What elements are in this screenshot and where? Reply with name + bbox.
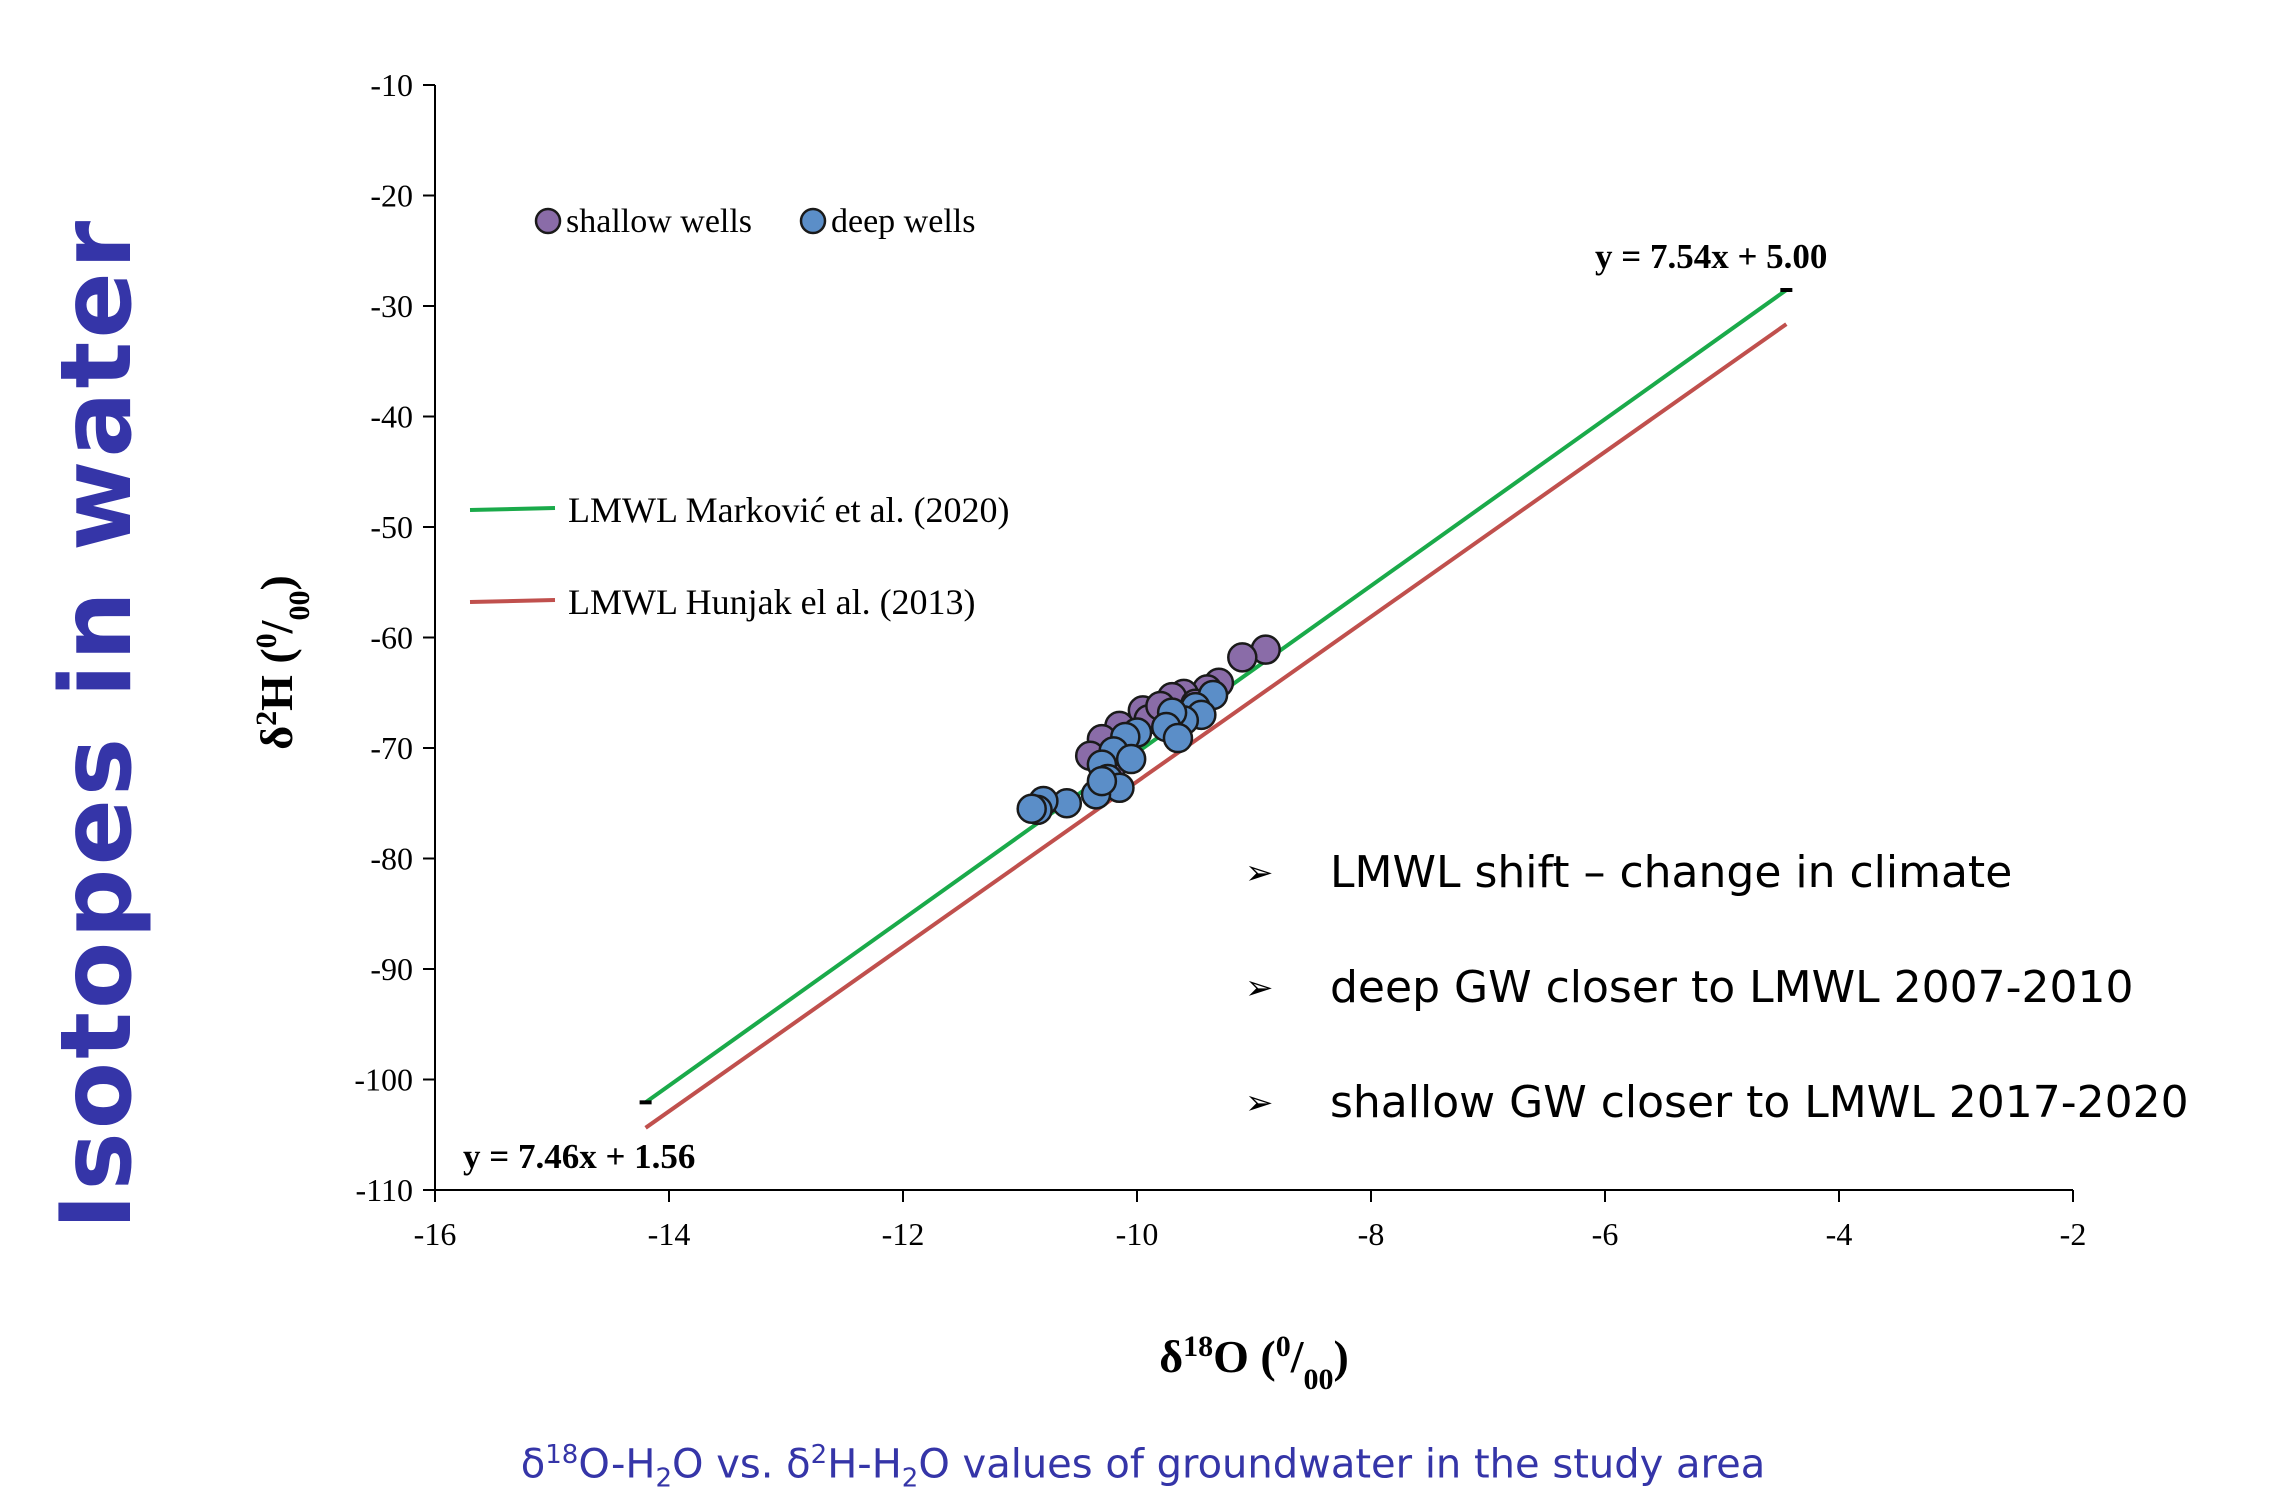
bullet-text: shallow GW closer to LMWL 2017-2020	[1330, 1077, 2189, 1128]
y-tick-label: -10	[370, 67, 413, 103]
bullet-item: ➢ LMWL shift – change in climate	[1245, 815, 2189, 930]
y-axis-title: δ2H (0/00)	[250, 575, 316, 750]
legend-line-swatch	[469, 506, 556, 512]
data-point-deep-wells	[1162, 722, 1194, 754]
arrow-bullet-icon: ➢	[1245, 1082, 1274, 1123]
bullet-list: ➢ LMWL shift – change in climate ➢ deep …	[1245, 815, 2189, 1160]
x-tick-label: -4	[1826, 1216, 1853, 1252]
bullet-text: LMWL shift – change in climate	[1330, 847, 2013, 898]
data-point-deep-wells	[1086, 765, 1118, 797]
figure-caption: δ18O-H2O vs. δ2H-H2O values of groundwat…	[520, 1440, 1766, 1494]
x-tick-label: -2	[2060, 1216, 2087, 1252]
legend-label: LMWL Marković et al. (2020)	[568, 490, 1010, 530]
bullet-text: deep GW closer to LMWL 2007-2010	[1330, 962, 2134, 1013]
equation-label: y = 7.46x + 1.56	[463, 1137, 695, 1176]
y-tick-label: -80	[370, 841, 413, 877]
y-tick-label: -30	[370, 288, 413, 324]
y-tick-label: -70	[370, 730, 413, 766]
lmwl-line	[644, 322, 1788, 1130]
y-tick-label: -100	[354, 1062, 413, 1098]
x-tick-label: -6	[1592, 1216, 1619, 1252]
data-point-deep-wells	[1016, 793, 1047, 825]
y-tick-label: -60	[370, 620, 413, 656]
bullet-item: ➢ deep GW closer to LMWL 2007-2010	[1245, 930, 2189, 1045]
x-tick-label: -12	[882, 1216, 925, 1252]
arrow-bullet-icon: ➢	[1245, 852, 1274, 893]
legend-label: LMWL Hunjak el al. (2013)	[568, 582, 976, 622]
data-point-shallow-wells	[1227, 642, 1258, 673]
x-tick-label: -14	[648, 1216, 691, 1252]
y-tick-label: -110	[356, 1172, 413, 1208]
x-tick-label: -8	[1358, 1216, 1385, 1252]
legend-label: deep wells	[831, 203, 975, 240]
x-tick-label: -16	[414, 1216, 457, 1252]
y-tick-label: -50	[370, 509, 413, 545]
arrow-bullet-icon: ➢	[1245, 967, 1274, 1008]
legend-line-swatch	[469, 598, 556, 604]
y-tick-label: -90	[370, 951, 413, 987]
legend-label: shallow wells	[566, 203, 752, 240]
y-tick-label: -20	[370, 178, 413, 214]
bullet-item: ➢ shallow GW closer to LMWL 2017-2020	[1245, 1045, 2189, 1160]
legend-marker	[534, 207, 562, 235]
x-axis-title: δ18O (0/00)	[1159, 1330, 1349, 1396]
y-tick-label: -40	[370, 399, 413, 435]
equation-label: y = 7.54x + 5.00	[1595, 237, 1827, 276]
legend-marker	[799, 207, 827, 235]
x-tick-label: -10	[1116, 1216, 1159, 1252]
data-point-deep-wells	[1115, 743, 1147, 775]
side-title: Isotopes in water	[40, 217, 154, 1230]
